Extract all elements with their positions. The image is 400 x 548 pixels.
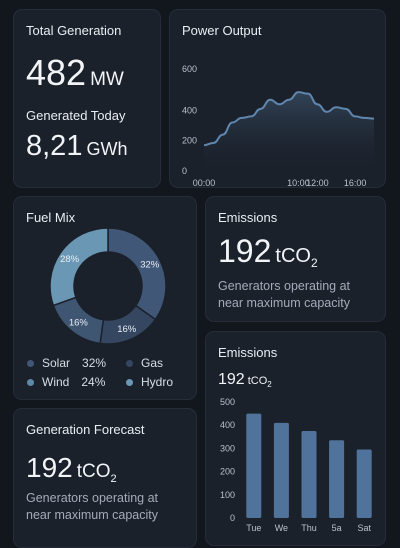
forecast-description-line1: Generators operating at (26, 491, 159, 505)
total-generation-unit: MW (90, 69, 124, 90)
legend-solar-swatch (27, 359, 34, 367)
emissions-bar-chart: 0 100 200 300 400 500 Tue We Thu 5a Sat (220, 397, 372, 533)
x-tick-label: 5a (332, 523, 342, 533)
emissions-unit-sub: 2 (310, 256, 318, 270)
y-tick-label: 400 (220, 420, 235, 430)
emissions-chart-value: 192 tCO2 (218, 371, 272, 389)
emissions-chart-unit-main: tCO (247, 375, 268, 387)
emissions-chart-title: Emissions (218, 345, 278, 360)
emissions-description-line2: near maximum capacity (218, 296, 350, 310)
total-generation-title: Total Generation (26, 23, 122, 38)
forecast-description-line2: near maximum capacity (26, 508, 158, 522)
forecast-description: Generators operating at near maximum cap… (26, 490, 158, 524)
legend-hydro-label: Hydro (141, 375, 174, 389)
generated-today-value: 8,21 GWh (26, 130, 127, 163)
legend-wind-value: 24% (81, 375, 106, 389)
y-tick-label: 300 (220, 443, 235, 453)
generated-today-number: 8,21 (26, 130, 83, 162)
total-generation-value: 482 MW (26, 52, 124, 94)
emissions-chart-number: 192 (218, 371, 245, 388)
x-tick-label: 12:00 (306, 178, 329, 188)
y-tick-label: 400 (182, 105, 197, 115)
legend-gas: Gas (126, 356, 163, 370)
fuel-mix-title: Fuel Mix (26, 210, 76, 225)
y-tick-label: 100 (220, 490, 235, 500)
bar-5a (329, 440, 345, 518)
total-generation-number: 482 (26, 52, 87, 93)
emissions-chart-unit: tCO2 (247, 375, 272, 390)
emissions-value: 192 tCO2 (218, 233, 318, 270)
emissions-title: Emissions (218, 210, 278, 225)
donut-slice-label: 32% (140, 259, 160, 270)
forecast-number: 192 (26, 452, 73, 483)
generation-forecast-card: Generation Forecast 192 tCO2 Generators o… (13, 408, 197, 548)
emissions-unit: tCO2 (275, 245, 318, 270)
generated-today-title: Generated Today (26, 108, 126, 123)
power-output-area (204, 92, 374, 171)
emissions-description-line1: Generators operating at (218, 279, 351, 293)
x-tick-label: 10:00 (287, 178, 310, 188)
legend-gas-label: Gas (141, 356, 164, 370)
y-tick-label: 0 (230, 513, 235, 523)
generation-forecast-title: Generation Forecast (26, 422, 145, 437)
y-tick-label: 200 (182, 136, 197, 146)
x-tick-label: 16:00 (344, 178, 367, 188)
bar-thu (301, 431, 317, 518)
total-generation-card: Total Generation 482 MW Generated Today 8… (13, 9, 161, 188)
emissions-unit-main: tCO (275, 245, 311, 267)
forecast-unit: tCO2 (76, 461, 117, 485)
emissions-chart-unit-sub: 2 (267, 380, 272, 390)
legend-hydro: Hydro (126, 375, 173, 389)
donut-slice-label: 16% (117, 324, 137, 335)
emissions-card: Emissions 192 tCO2 Generators operating a… (205, 196, 386, 322)
power-output-card: Power Output 0 200 400 600 00:00 10:00 12:00 16… (169, 9, 386, 188)
legend-wind-swatch (27, 378, 34, 386)
power-output-line (203, 91, 375, 147)
x-tick-label: We (275, 523, 288, 533)
donut-slice-hydro (49, 227, 109, 307)
legend-gas-swatch (126, 359, 133, 367)
x-tick-label: Sat (357, 523, 371, 533)
emissions-number: 192 (218, 233, 272, 269)
emissions-description: Generators operating at near maximum cap… (218, 278, 350, 312)
x-tick-label: Thu (301, 523, 317, 533)
y-tick-label: 200 (220, 467, 235, 477)
legend-solar-value: 32% (82, 356, 107, 370)
bar-sat (356, 449, 372, 518)
fuel-mix-card: Fuel Mix 32% 16% 16% 28% Solar 32% Gas Wind… (13, 196, 197, 400)
legend-solar: Solar 32% (27, 356, 106, 370)
legend-wind-label: Wind (42, 375, 70, 389)
legend-wind: Wind 24% (27, 375, 105, 389)
donut-slice-label: 28% (60, 254, 80, 265)
forecast-unit-main: tCO (76, 461, 111, 482)
generated-today-unit: GWh (86, 139, 128, 159)
emissions-chart-card: Emissions 192 tCO2 0 100 200 300 400 500 Tue We T… (205, 331, 386, 546)
donut-slice-label: 16% (69, 317, 89, 328)
x-tick-label: 00:00 (193, 178, 216, 188)
x-tick-label: Tue (246, 523, 261, 533)
forecast-value: 192 tCO2 (26, 452, 117, 485)
y-tick-label: 0 (182, 166, 187, 176)
legend-solar-label: Solar (42, 356, 71, 370)
bar-we (273, 422, 289, 518)
fuel-mix-donut-chart: 32% 16% 16% 28% (49, 227, 167, 345)
y-tick-label: 600 (182, 64, 197, 74)
legend-hydro-swatch (126, 378, 133, 386)
y-tick-label: 500 (220, 397, 235, 407)
bar-tue (246, 413, 262, 518)
power-output-title: Power Output (182, 23, 262, 38)
forecast-unit-sub: 2 (110, 472, 117, 485)
